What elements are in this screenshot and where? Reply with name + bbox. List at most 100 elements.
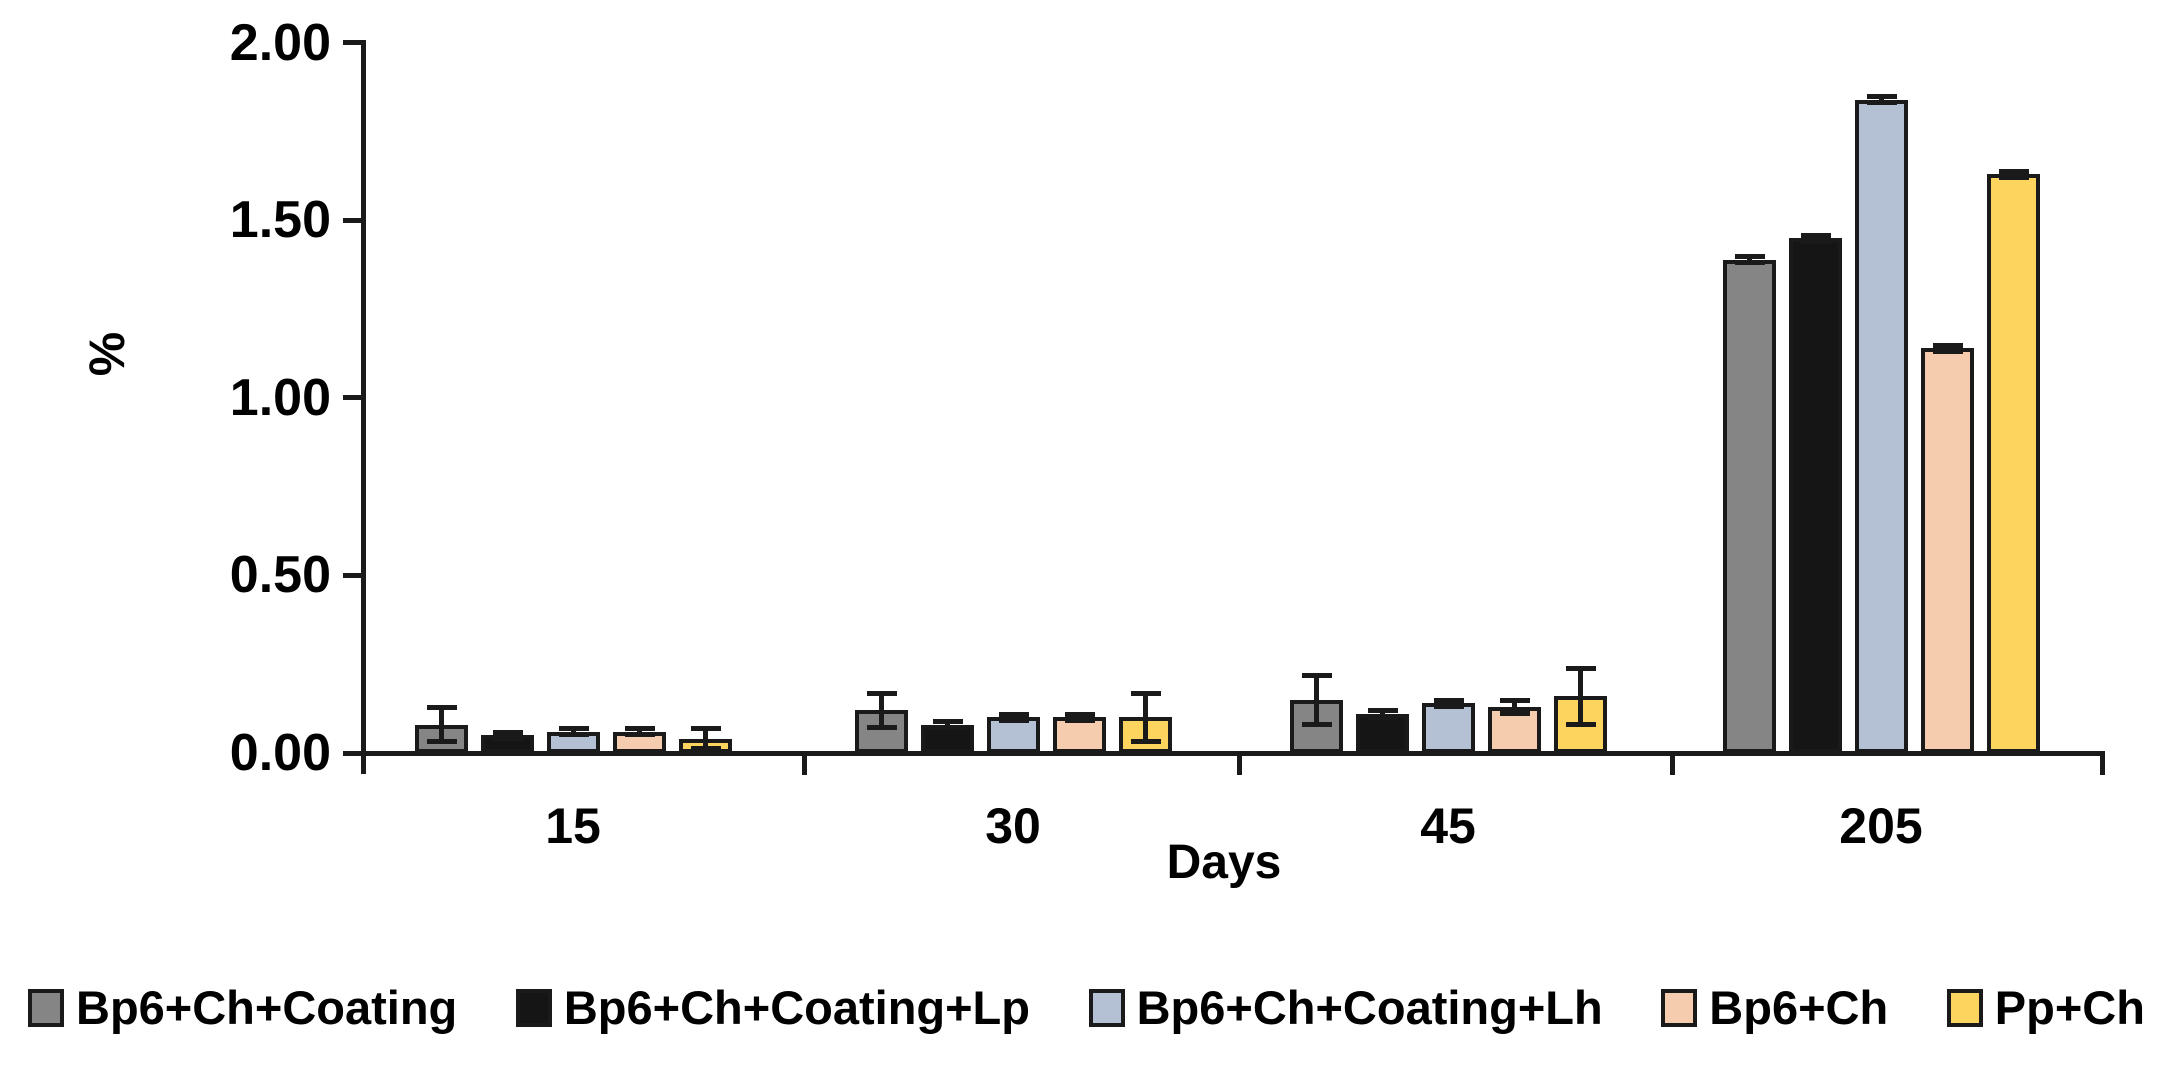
error-bar-cap [1064, 711, 1095, 717]
y-tick-mark [343, 40, 363, 45]
error-bar [571, 728, 576, 736]
x-tick-label: 15 [545, 798, 601, 854]
x-tick-mark [1670, 751, 1675, 775]
error-bar-cap [866, 725, 897, 731]
legend-label: Pp+Ch [1994, 981, 2145, 1035]
error-bar-cap [426, 704, 457, 710]
error-bar [1512, 699, 1517, 714]
error-bar-cap [426, 739, 457, 745]
bar [1723, 260, 1776, 753]
error-bar [1945, 344, 1950, 352]
legend-item: Bp6+Ch+Coating [28, 982, 457, 1034]
x-tick-label: 45 [1420, 798, 1476, 854]
legend-item: Bp6+Ch [1661, 982, 1888, 1034]
error-bar-cap [1301, 672, 1332, 678]
error-bar-cap [1932, 342, 1963, 348]
error-bar-cap [1866, 94, 1897, 100]
error-bar-cap [1734, 254, 1765, 259]
bar [1422, 703, 1475, 753]
error-bar [1011, 713, 1016, 722]
error-bar [439, 706, 444, 743]
error-bar-cap [624, 732, 655, 738]
error-bar-cap [1433, 697, 1464, 703]
x-tick-mark [802, 751, 807, 775]
error-bar-cap [624, 726, 655, 732]
error-bar [1446, 699, 1451, 707]
error-bar-cap [690, 726, 721, 732]
bar [1356, 714, 1409, 753]
error-bar [1143, 692, 1148, 743]
legend-swatch [1946, 989, 1983, 1027]
error-bar-cap [932, 719, 963, 725]
error-bar [1077, 713, 1082, 722]
bar [1921, 348, 1974, 753]
error-bar-cap [1130, 739, 1161, 745]
error-bar-cap [1433, 703, 1464, 709]
error-bar [1879, 96, 1884, 104]
x-tick-label: 30 [985, 798, 1041, 854]
legend-swatch [28, 989, 64, 1027]
error-bar-cap [932, 725, 963, 731]
y-tick-label: 2.00 [229, 14, 331, 72]
y-tick-label: 0.00 [229, 724, 331, 782]
error-bar [1813, 234, 1818, 242]
x-axis-title: Days [1166, 836, 1282, 889]
y-tick-label: 1.00 [229, 369, 331, 427]
error-bar-cap [1064, 718, 1095, 724]
error-bar-cap [1734, 260, 1765, 266]
error-bar-cap [558, 726, 589, 732]
error-bar-cap [1367, 714, 1398, 720]
legend-label: Bp6+Ch+Coating+Lh [1136, 981, 1603, 1035]
legend-swatch [1661, 989, 1698, 1027]
legend: Bp6+Ch+Coating Bp6+Ch+Coating+Lp Bp6+Ch+… [28, 976, 2145, 1040]
bar [1987, 174, 2040, 753]
error-bar-cap [1800, 238, 1831, 244]
legend-swatch [1088, 989, 1125, 1027]
y-tick-mark [343, 573, 363, 578]
y-tick-label: 1.50 [229, 191, 331, 249]
y-axis-line [361, 40, 366, 774]
error-bar-cap [1932, 348, 1963, 354]
error-bar-cap [1998, 168, 2029, 174]
error-bar [505, 731, 510, 739]
error-bar [703, 728, 708, 750]
legend-label: Bp6+Ch+Coating+Lp [563, 981, 1030, 1035]
bar [1789, 238, 1842, 753]
error-bar [1380, 710, 1385, 718]
error-bar-cap [1499, 710, 1530, 716]
error-bar [1578, 667, 1583, 725]
error-bar-cap [998, 711, 1029, 717]
legend-item: Bp6+Ch+Coating+Lh [1088, 981, 1603, 1035]
legend-swatch [515, 989, 552, 1027]
legend-item: Pp+Ch [1946, 981, 2145, 1035]
x-tick-mark [2100, 751, 2105, 775]
legend-label: Bp6+Ch+Coating [76, 981, 458, 1035]
error-bar-cap [492, 735, 523, 741]
bar [1855, 100, 1908, 753]
x-tick-mark [1237, 751, 1242, 775]
error-bar [945, 721, 950, 729]
legend-item: Bp6+Ch+Coating+Lp [515, 981, 1030, 1035]
error-bar-cap [492, 729, 523, 735]
error-bar-cap [1367, 708, 1398, 714]
error-bar-cap [1301, 721, 1332, 727]
error-bar-cap [1565, 665, 1596, 671]
error-bar [879, 692, 884, 729]
error-bar [2011, 170, 2016, 178]
error-bar-cap [558, 732, 589, 738]
error-bar-cap [1866, 100, 1897, 106]
error-bar-cap [1800, 232, 1831, 238]
error-bar-cap [1499, 697, 1530, 703]
y-tick-label: 0.50 [229, 546, 331, 604]
x-tick-label: 205 [1839, 798, 1923, 854]
error-bar-cap [1565, 721, 1596, 727]
legend-label: Bp6+Ch [1709, 981, 1889, 1035]
error-bar [1747, 256, 1752, 264]
y-tick-mark [343, 395, 363, 400]
error-bar-cap [690, 746, 721, 752]
error-bar-cap [866, 690, 897, 696]
error-bar [637, 728, 642, 736]
error-bar-cap [1998, 174, 2029, 180]
y-tick-mark [343, 218, 363, 223]
